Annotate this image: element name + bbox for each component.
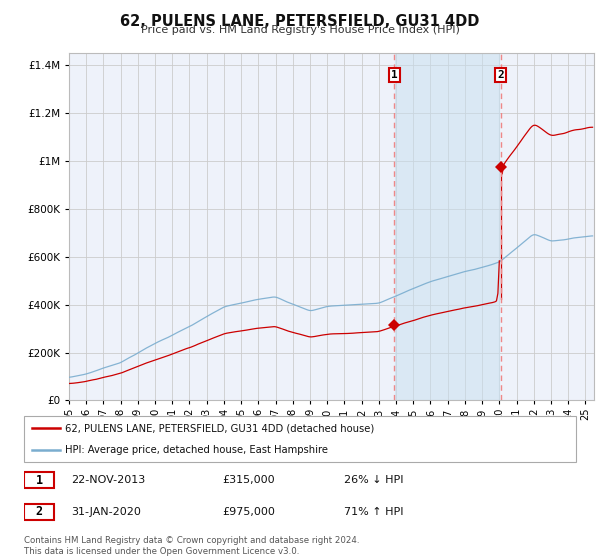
Text: £975,000: £975,000 bbox=[223, 507, 275, 517]
Text: 22-NOV-2013: 22-NOV-2013 bbox=[71, 475, 145, 486]
FancyBboxPatch shape bbox=[24, 473, 55, 488]
Text: Contains HM Land Registry data © Crown copyright and database right 2024.
This d: Contains HM Land Registry data © Crown c… bbox=[24, 536, 359, 556]
Text: 1: 1 bbox=[391, 70, 398, 80]
Text: HPI: Average price, detached house, East Hampshire: HPI: Average price, detached house, East… bbox=[65, 445, 328, 455]
Text: Price paid vs. HM Land Registry's House Price Index (HPI): Price paid vs. HM Land Registry's House … bbox=[140, 25, 460, 35]
Text: 62, PULENS LANE, PETERSFIELD, GU31 4DD (detached house): 62, PULENS LANE, PETERSFIELD, GU31 4DD (… bbox=[65, 423, 374, 433]
Text: 26% ↓ HPI: 26% ↓ HPI bbox=[344, 475, 404, 486]
Text: 31-JAN-2020: 31-JAN-2020 bbox=[71, 507, 141, 517]
Text: 2: 2 bbox=[35, 505, 43, 518]
Text: 62, PULENS LANE, PETERSFIELD, GU31 4DD: 62, PULENS LANE, PETERSFIELD, GU31 4DD bbox=[121, 14, 479, 29]
Text: 1: 1 bbox=[35, 474, 43, 487]
FancyBboxPatch shape bbox=[24, 416, 576, 462]
Text: 2: 2 bbox=[497, 70, 504, 80]
Text: £315,000: £315,000 bbox=[223, 475, 275, 486]
FancyBboxPatch shape bbox=[24, 504, 55, 520]
Text: 71% ↑ HPI: 71% ↑ HPI bbox=[344, 507, 404, 517]
